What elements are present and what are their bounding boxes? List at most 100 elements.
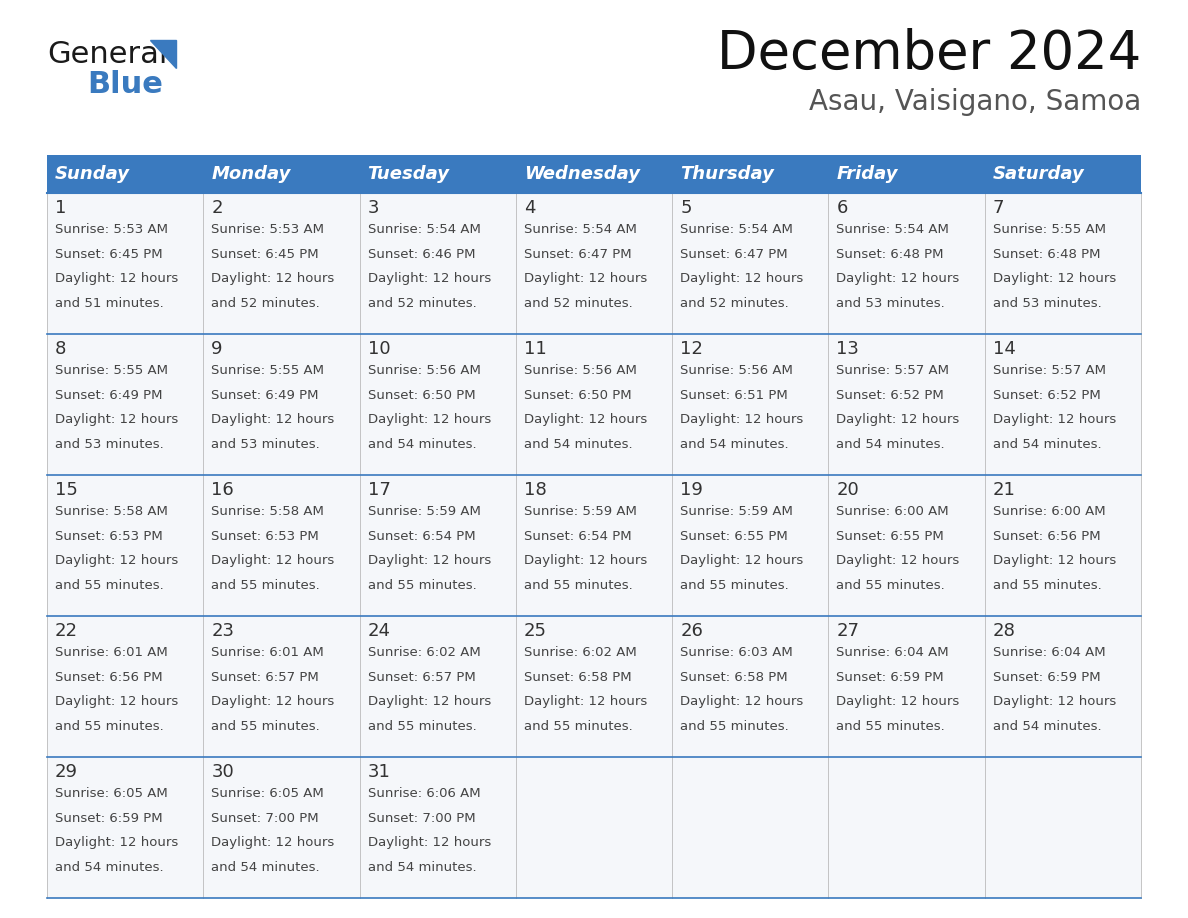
Text: Sunrise: 5:59 AM: Sunrise: 5:59 AM xyxy=(681,505,794,518)
Text: and 54 minutes.: and 54 minutes. xyxy=(367,438,476,451)
Text: Daylight: 12 hours: Daylight: 12 hours xyxy=(993,695,1116,709)
Text: and 54 minutes.: and 54 minutes. xyxy=(993,720,1101,733)
Text: Sunrise: 5:57 AM: Sunrise: 5:57 AM xyxy=(836,364,949,377)
Text: Sunset: 6:48 PM: Sunset: 6:48 PM xyxy=(836,248,944,261)
Text: and 55 minutes.: and 55 minutes. xyxy=(524,720,632,733)
Text: 14: 14 xyxy=(993,340,1016,358)
Text: Sunrise: 6:05 AM: Sunrise: 6:05 AM xyxy=(55,787,168,800)
Text: Sunrise: 6:01 AM: Sunrise: 6:01 AM xyxy=(55,646,168,659)
Text: Sunrise: 5:53 AM: Sunrise: 5:53 AM xyxy=(55,223,168,236)
Text: and 52 minutes.: and 52 minutes. xyxy=(524,297,632,310)
Text: Daylight: 12 hours: Daylight: 12 hours xyxy=(681,413,803,426)
Text: Sunset: 6:48 PM: Sunset: 6:48 PM xyxy=(993,248,1100,261)
Text: Sunset: 6:57 PM: Sunset: 6:57 PM xyxy=(367,671,475,684)
Text: Sunset: 6:59 PM: Sunset: 6:59 PM xyxy=(836,671,944,684)
Text: Sunset: 6:58 PM: Sunset: 6:58 PM xyxy=(524,671,632,684)
Text: Sunset: 6:54 PM: Sunset: 6:54 PM xyxy=(367,530,475,543)
Text: Sunset: 6:59 PM: Sunset: 6:59 PM xyxy=(993,671,1100,684)
Text: Wednesday: Wednesday xyxy=(524,165,640,183)
Text: Daylight: 12 hours: Daylight: 12 hours xyxy=(367,695,491,709)
Text: and 55 minutes.: and 55 minutes. xyxy=(55,579,164,592)
Text: and 55 minutes.: and 55 minutes. xyxy=(836,579,946,592)
Text: Sunrise: 5:54 AM: Sunrise: 5:54 AM xyxy=(524,223,637,236)
Text: and 54 minutes.: and 54 minutes. xyxy=(836,438,944,451)
Text: 12: 12 xyxy=(681,340,703,358)
Text: Daylight: 12 hours: Daylight: 12 hours xyxy=(836,695,960,709)
Text: Sunset: 7:00 PM: Sunset: 7:00 PM xyxy=(367,812,475,824)
Text: Sunrise: 5:55 AM: Sunrise: 5:55 AM xyxy=(993,223,1106,236)
Text: and 54 minutes.: and 54 minutes. xyxy=(681,438,789,451)
Text: Daylight: 12 hours: Daylight: 12 hours xyxy=(681,695,803,709)
Text: Sunset: 6:53 PM: Sunset: 6:53 PM xyxy=(211,530,320,543)
Text: and 55 minutes.: and 55 minutes. xyxy=(55,720,164,733)
Text: Sunset: 6:53 PM: Sunset: 6:53 PM xyxy=(55,530,163,543)
Text: Sunrise: 5:54 AM: Sunrise: 5:54 AM xyxy=(681,223,794,236)
Text: Sunrise: 5:55 AM: Sunrise: 5:55 AM xyxy=(55,364,168,377)
Text: Sunrise: 5:57 AM: Sunrise: 5:57 AM xyxy=(993,364,1106,377)
Text: Sunset: 6:49 PM: Sunset: 6:49 PM xyxy=(55,388,163,402)
Text: Sunrise: 6:03 AM: Sunrise: 6:03 AM xyxy=(681,646,792,659)
Text: Sunset: 6:47 PM: Sunset: 6:47 PM xyxy=(524,248,632,261)
Text: Sunrise: 5:59 AM: Sunrise: 5:59 AM xyxy=(524,505,637,518)
Text: 8: 8 xyxy=(55,340,67,358)
Text: and 55 minutes.: and 55 minutes. xyxy=(367,579,476,592)
Text: Sunset: 6:46 PM: Sunset: 6:46 PM xyxy=(367,248,475,261)
Text: Sunrise: 5:55 AM: Sunrise: 5:55 AM xyxy=(211,364,324,377)
Text: 31: 31 xyxy=(367,763,391,781)
Text: Sunset: 6:54 PM: Sunset: 6:54 PM xyxy=(524,530,632,543)
Text: and 54 minutes.: and 54 minutes. xyxy=(367,861,476,874)
Text: Sunrise: 5:56 AM: Sunrise: 5:56 AM xyxy=(367,364,480,377)
Text: Daylight: 12 hours: Daylight: 12 hours xyxy=(367,273,491,285)
Text: Sunrise: 6:04 AM: Sunrise: 6:04 AM xyxy=(993,646,1105,659)
Text: Thursday: Thursday xyxy=(681,165,775,183)
Text: Sunrise: 5:58 AM: Sunrise: 5:58 AM xyxy=(211,505,324,518)
Text: Sunset: 6:50 PM: Sunset: 6:50 PM xyxy=(524,388,632,402)
Text: Daylight: 12 hours: Daylight: 12 hours xyxy=(55,836,178,849)
Text: 19: 19 xyxy=(681,481,703,499)
Text: Sunset: 6:49 PM: Sunset: 6:49 PM xyxy=(211,388,318,402)
Text: Sunset: 6:51 PM: Sunset: 6:51 PM xyxy=(681,388,788,402)
Text: Daylight: 12 hours: Daylight: 12 hours xyxy=(836,413,960,426)
Text: Sunrise: 5:59 AM: Sunrise: 5:59 AM xyxy=(367,505,480,518)
Text: Daylight: 12 hours: Daylight: 12 hours xyxy=(55,695,178,709)
Text: Daylight: 12 hours: Daylight: 12 hours xyxy=(211,273,335,285)
Text: Sunset: 6:45 PM: Sunset: 6:45 PM xyxy=(55,248,163,261)
Text: and 55 minutes.: and 55 minutes. xyxy=(681,720,789,733)
Text: Sunset: 6:56 PM: Sunset: 6:56 PM xyxy=(55,671,163,684)
Text: Sunset: 6:45 PM: Sunset: 6:45 PM xyxy=(211,248,318,261)
Text: Sunset: 6:58 PM: Sunset: 6:58 PM xyxy=(681,671,788,684)
Text: December 2024: December 2024 xyxy=(716,28,1140,80)
Text: Sunset: 6:56 PM: Sunset: 6:56 PM xyxy=(993,530,1100,543)
Text: Daylight: 12 hours: Daylight: 12 hours xyxy=(211,413,335,426)
Text: and 55 minutes.: and 55 minutes. xyxy=(681,579,789,592)
Text: and 54 minutes.: and 54 minutes. xyxy=(55,861,164,874)
Text: Sunrise: 6:04 AM: Sunrise: 6:04 AM xyxy=(836,646,949,659)
Text: Daylight: 12 hours: Daylight: 12 hours xyxy=(524,554,647,567)
Text: Daylight: 12 hours: Daylight: 12 hours xyxy=(367,554,491,567)
Text: and 54 minutes.: and 54 minutes. xyxy=(211,861,320,874)
Text: Sunset: 6:59 PM: Sunset: 6:59 PM xyxy=(55,812,163,824)
Text: Friday: Friday xyxy=(836,165,898,183)
Text: Sunrise: 6:01 AM: Sunrise: 6:01 AM xyxy=(211,646,324,659)
Text: 6: 6 xyxy=(836,199,848,217)
Text: General: General xyxy=(48,40,168,69)
Text: Daylight: 12 hours: Daylight: 12 hours xyxy=(524,695,647,709)
Text: and 55 minutes.: and 55 minutes. xyxy=(211,720,320,733)
Text: Sunrise: 6:02 AM: Sunrise: 6:02 AM xyxy=(524,646,637,659)
Text: Sunrise: 5:56 AM: Sunrise: 5:56 AM xyxy=(681,364,794,377)
Text: 20: 20 xyxy=(836,481,859,499)
Text: and 52 minutes.: and 52 minutes. xyxy=(211,297,320,310)
Text: and 53 minutes.: and 53 minutes. xyxy=(211,438,320,451)
Text: and 55 minutes.: and 55 minutes. xyxy=(836,720,946,733)
Text: Sunset: 6:52 PM: Sunset: 6:52 PM xyxy=(993,388,1100,402)
Text: 27: 27 xyxy=(836,622,859,640)
Bar xyxy=(48,334,1140,475)
Text: 5: 5 xyxy=(681,199,691,217)
Text: Daylight: 12 hours: Daylight: 12 hours xyxy=(211,695,335,709)
Text: Daylight: 12 hours: Daylight: 12 hours xyxy=(211,554,335,567)
Bar xyxy=(48,155,1140,193)
Text: 10: 10 xyxy=(367,340,390,358)
Text: 2: 2 xyxy=(211,199,223,217)
Text: Daylight: 12 hours: Daylight: 12 hours xyxy=(55,273,178,285)
Text: 16: 16 xyxy=(211,481,234,499)
